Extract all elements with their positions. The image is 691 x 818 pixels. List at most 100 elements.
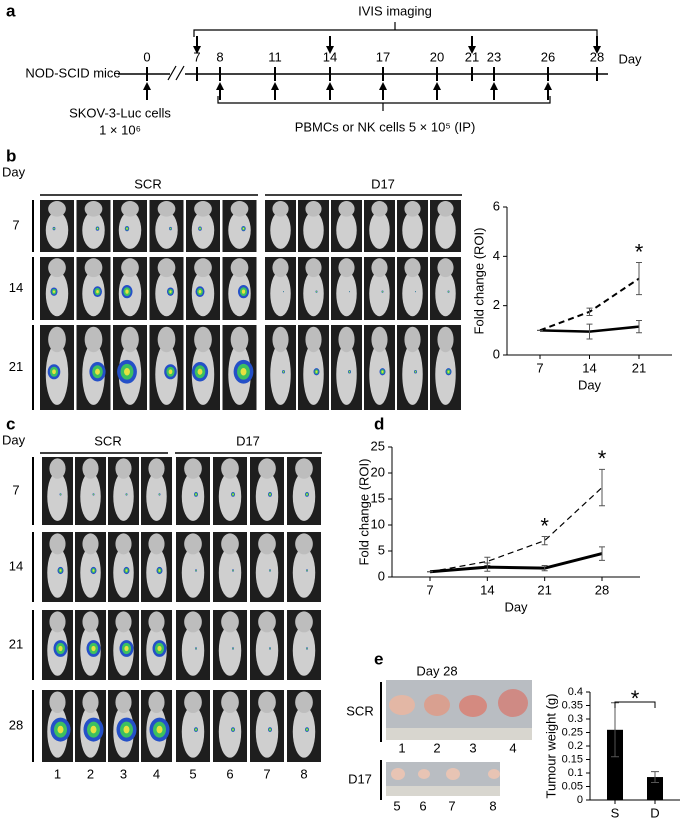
error-bar — [586, 323, 593, 340]
mouse-number: 1 — [54, 766, 61, 781]
brace — [217, 96, 551, 111]
line — [429, 552, 603, 574]
mouse-head — [437, 201, 454, 217]
mouse-body — [181, 705, 205, 758]
x-tick-label: 14 — [480, 582, 494, 597]
mouse-head — [48, 258, 66, 278]
mouse-body — [118, 211, 142, 249]
mouse-head — [272, 258, 289, 278]
y-tick-label: 0.05 — [562, 780, 583, 792]
error-bar — [636, 319, 642, 334]
signal — [316, 291, 317, 293]
signal — [381, 370, 384, 373]
signal — [93, 494, 94, 495]
mouse-head — [338, 258, 355, 278]
tumour-number: 8 — [489, 798, 496, 813]
mouse-head — [82, 611, 99, 633]
mouse-body — [292, 547, 316, 598]
mouse-head — [184, 611, 202, 633]
error-bar — [541, 535, 548, 546]
day-label: Day — [2, 432, 26, 447]
signal — [126, 494, 127, 495]
imaging-arrows — [193, 36, 601, 54]
tumour-number: 6 — [419, 798, 426, 813]
mouse-body — [218, 705, 242, 758]
mouse-head — [437, 258, 454, 278]
mouse-body — [191, 211, 215, 249]
signal — [170, 228, 171, 230]
mouse-head — [49, 533, 66, 555]
mouse-head — [272, 201, 289, 217]
signal — [415, 371, 416, 373]
mouse-body — [113, 547, 134, 598]
row-label: 14 — [9, 280, 23, 295]
y-tick-label: 0.2 — [568, 740, 583, 752]
day-number: 8 — [216, 49, 223, 64]
group-label: D17 — [371, 176, 395, 191]
x-tick-label: 28 — [595, 582, 609, 597]
day-label: Day — [618, 51, 642, 66]
y-axis-label: Tumour weight (g) — [543, 694, 558, 799]
panel-label: e — [374, 649, 383, 668]
ruler — [386, 728, 532, 740]
mouse-body — [336, 211, 357, 249]
signal — [195, 570, 197, 571]
mouse-head — [230, 201, 249, 217]
signal — [90, 725, 97, 734]
mouse-head — [157, 201, 176, 217]
mouse-number: 2 — [87, 766, 94, 781]
mouse-head — [258, 458, 276, 479]
signal — [57, 725, 64, 734]
tumour — [418, 769, 430, 779]
tumour-number: 3 — [469, 740, 476, 755]
signal — [52, 369, 56, 375]
mouse-head — [148, 691, 165, 714]
day-number: 21 — [465, 49, 479, 64]
mouse-head — [148, 458, 165, 479]
day-number: 23 — [487, 49, 501, 64]
y-tick-label: 15 — [371, 490, 385, 505]
signal — [240, 367, 247, 376]
y-tick-label: 10 — [371, 516, 385, 531]
mouse-body — [369, 211, 390, 249]
mouse-head — [121, 201, 139, 217]
mouse-head — [221, 611, 239, 633]
signal — [52, 290, 56, 293]
signal — [232, 728, 234, 731]
mouse-head — [84, 201, 103, 217]
row-label: 28 — [9, 717, 23, 732]
mouse-head — [82, 533, 99, 555]
signal — [349, 371, 350, 373]
row-label: 21 — [9, 359, 23, 374]
signal — [92, 569, 95, 572]
mouse-head — [221, 533, 239, 555]
mouse-head — [115, 611, 132, 633]
mouse-body — [155, 270, 178, 317]
error-bar — [599, 546, 605, 561]
signal — [96, 289, 99, 294]
y-tick-label: 25 — [371, 438, 385, 453]
signal — [126, 227, 128, 230]
day-number: 20 — [430, 49, 444, 64]
tumour — [459, 695, 487, 717]
y-tick-label: 0 — [378, 568, 385, 583]
mouse-body — [435, 270, 456, 317]
mice-label: NOD-SCID mice — [25, 65, 120, 80]
y-tick-label: 5 — [378, 542, 385, 557]
error-bar — [586, 307, 593, 317]
line — [539, 277, 640, 332]
panel-label: a — [6, 1, 16, 20]
tumour — [389, 695, 415, 715]
tumour — [498, 689, 528, 717]
signal — [269, 493, 271, 496]
signal — [53, 228, 55, 230]
mouse-head — [221, 691, 239, 714]
signal — [242, 227, 245, 230]
mouse-head — [157, 326, 176, 353]
signal — [269, 570, 271, 571]
mouse-body — [270, 343, 291, 405]
signal — [232, 648, 234, 649]
signal — [159, 494, 160, 495]
signal — [306, 493, 308, 496]
y-axis-label: Fold change (ROI) — [356, 459, 371, 566]
